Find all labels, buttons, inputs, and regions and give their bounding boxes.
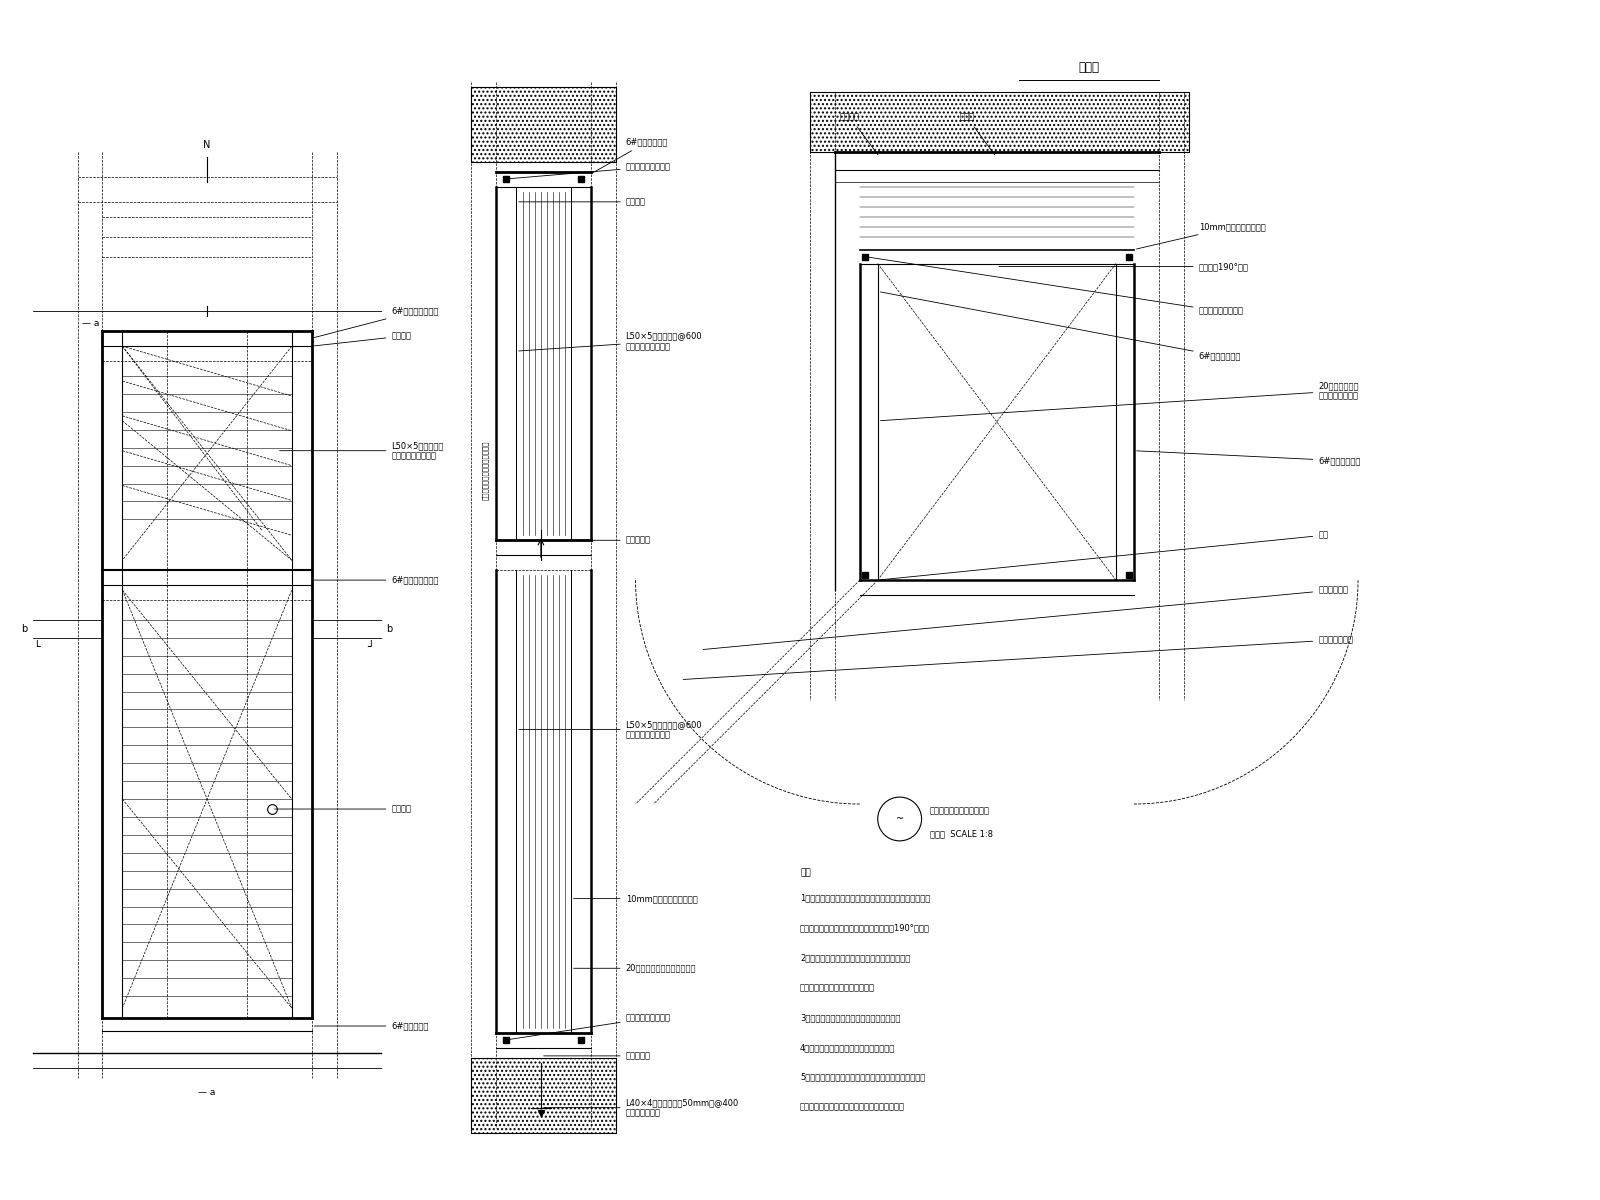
Text: 6#镀锌槽钢到顶: 6#镀锌槽钢到顶 <box>1136 451 1360 466</box>
Bar <box>810 92 1189 152</box>
Text: 管井防火门: 管井防火门 <box>518 535 651 545</box>
Text: b: b <box>21 624 27 634</box>
Text: 管道井: 管道井 <box>1078 61 1099 74</box>
Text: 6#镀锌柚钢横梁: 6#镀锌柚钢横梁 <box>594 138 667 173</box>
Text: 6#热镀锌槽钢: 6#热镀锌槽钢 <box>315 1021 429 1031</box>
Text: 10mm厚度铁板封闭钢骨架: 10mm厚度铁板封闭钢骨架 <box>573 894 698 904</box>
Bar <box>470 1058 616 1133</box>
Text: 防火门开启线: 防火门开启线 <box>702 586 1349 649</box>
Text: — a: — a <box>198 1087 216 1097</box>
Text: 10mm厚铁板封闭钢骨架: 10mm厚铁板封闭钢骨架 <box>1136 222 1266 248</box>
Bar <box>470 88 616 162</box>
Text: 管井开启190°开启: 管井开启190°开启 <box>998 262 1248 271</box>
Text: 订制不锈钢天地门轴: 订制不锈钢天地门轴 <box>509 1014 670 1039</box>
Text: └: └ <box>32 642 40 652</box>
Text: b: b <box>387 624 392 634</box>
Text: L50×5镀锌角钢，@600
中间至少加一根斜撑: L50×5镀锌角钢，@600 中间至少加一根斜撑 <box>518 720 702 739</box>
Text: 双开石材暗门，做法参考单扇门。: 双开石材暗门，做法参考单扇门。 <box>800 983 875 992</box>
Text: L50×5热镀锌钢架
中间至少加一根斜撑: L50×5热镀锌钢架 中间至少加一根斜撑 <box>280 440 443 461</box>
Text: 暗门拉手: 暗门拉手 <box>275 804 411 814</box>
Text: 地面完成面: 地面完成面 <box>544 1051 651 1061</box>
Text: — a: — a <box>83 319 99 329</box>
Text: 防火门槛: 防火门槛 <box>840 113 878 155</box>
Text: 管上门石材暗门立面示意图: 管上门石材暗门立面示意图 <box>930 806 989 816</box>
Bar <box>470 88 616 162</box>
Text: N: N <box>203 140 211 150</box>
Text: 《万达酒店石材质量管控标准》中的相关规定。: 《万达酒店石材质量管控标准》中的相关规定。 <box>800 1103 906 1111</box>
Text: 墓础位置: 墓础位置 <box>315 331 411 346</box>
Text: 2、如管井防火门为双开门时，石材暗门也应该为: 2、如管井防火门为双开门时，石材暗门也应该为 <box>800 953 910 962</box>
Text: 墓础位置: 墓础位置 <box>518 197 646 206</box>
Text: 6#热镀锌槽钢到顶: 6#热镀锌槽钢到顶 <box>315 576 438 584</box>
Text: 4、图中标注的钢龙骨尺寸均为最小尺寸。: 4、图中标注的钢龙骨尺寸均为最小尺寸。 <box>800 1043 896 1052</box>
Text: 1、管井门石材暗门高度根据设计方案确定并保证防火门能: 1、管井门石材暗门高度根据设计方案确定并保证防火门能 <box>800 894 930 902</box>
Text: 6#热镀锌槽钢横梁: 6#热镀锌槽钢横梁 <box>314 307 438 337</box>
Text: 石材暗门节点立面图（暗门区）: 石材暗门节点立面图（暗门区） <box>482 440 488 500</box>
Text: ~: ~ <box>896 814 904 824</box>
Text: 20厚石材完成面（石材暗门）: 20厚石材完成面（石材暗门） <box>573 964 696 973</box>
Text: L50×5镀锌角钢，@600
中间至少加一根斜撑: L50×5镀锌角钢，@600 中间至少加一根斜撑 <box>518 331 702 350</box>
Text: 20厚台材完成面
参见十柱石材节点: 20厚台材完成面 参见十柱石材节点 <box>880 382 1358 421</box>
Text: 防火门: 防火门 <box>960 113 995 155</box>
Text: 大样图  SCALE 1:8: 大样图 SCALE 1:8 <box>930 829 992 839</box>
Text: 订制不锈钢天地门轴: 订制不锈钢天地门轴 <box>509 162 670 179</box>
Text: L40×4镀锌角钢，长50mm，@400
用膨胀螺栓固定: L40×4镀锌角钢，长50mm，@400 用膨胀螺栓固定 <box>544 1098 739 1117</box>
Text: 注：: 注： <box>800 869 811 877</box>
Text: 5、司时应严格执行《万达酒店管井门节点工艺标准》、: 5、司时应严格执行《万达酒店管井门节点工艺标准》、 <box>800 1073 925 1082</box>
Bar <box>810 92 1189 152</box>
Text: 订制不锈钢入走门轴: 订制不锈钢入走门轴 <box>867 257 1243 316</box>
Text: 自由开启，石材暗门开启应保证管井防火门190°开启。: 自由开启，石材暗门开启应保证管井防火门190°开启。 <box>800 924 930 932</box>
Bar <box>470 1058 616 1133</box>
Text: 拉手: 拉手 <box>880 530 1328 580</box>
Text: ┘: ┘ <box>366 642 373 652</box>
Text: 石材暗门开启线: 石材暗门开启线 <box>683 635 1354 679</box>
Text: 3、门钢钡架靠向龙骨节点至少加一道斜撑。: 3、门钢钡架靠向龙骨节点至少加一道斜撑。 <box>800 1013 901 1022</box>
Text: 6#镀锌槽钢到顶: 6#镀锌槽钢到顶 <box>880 292 1242 361</box>
